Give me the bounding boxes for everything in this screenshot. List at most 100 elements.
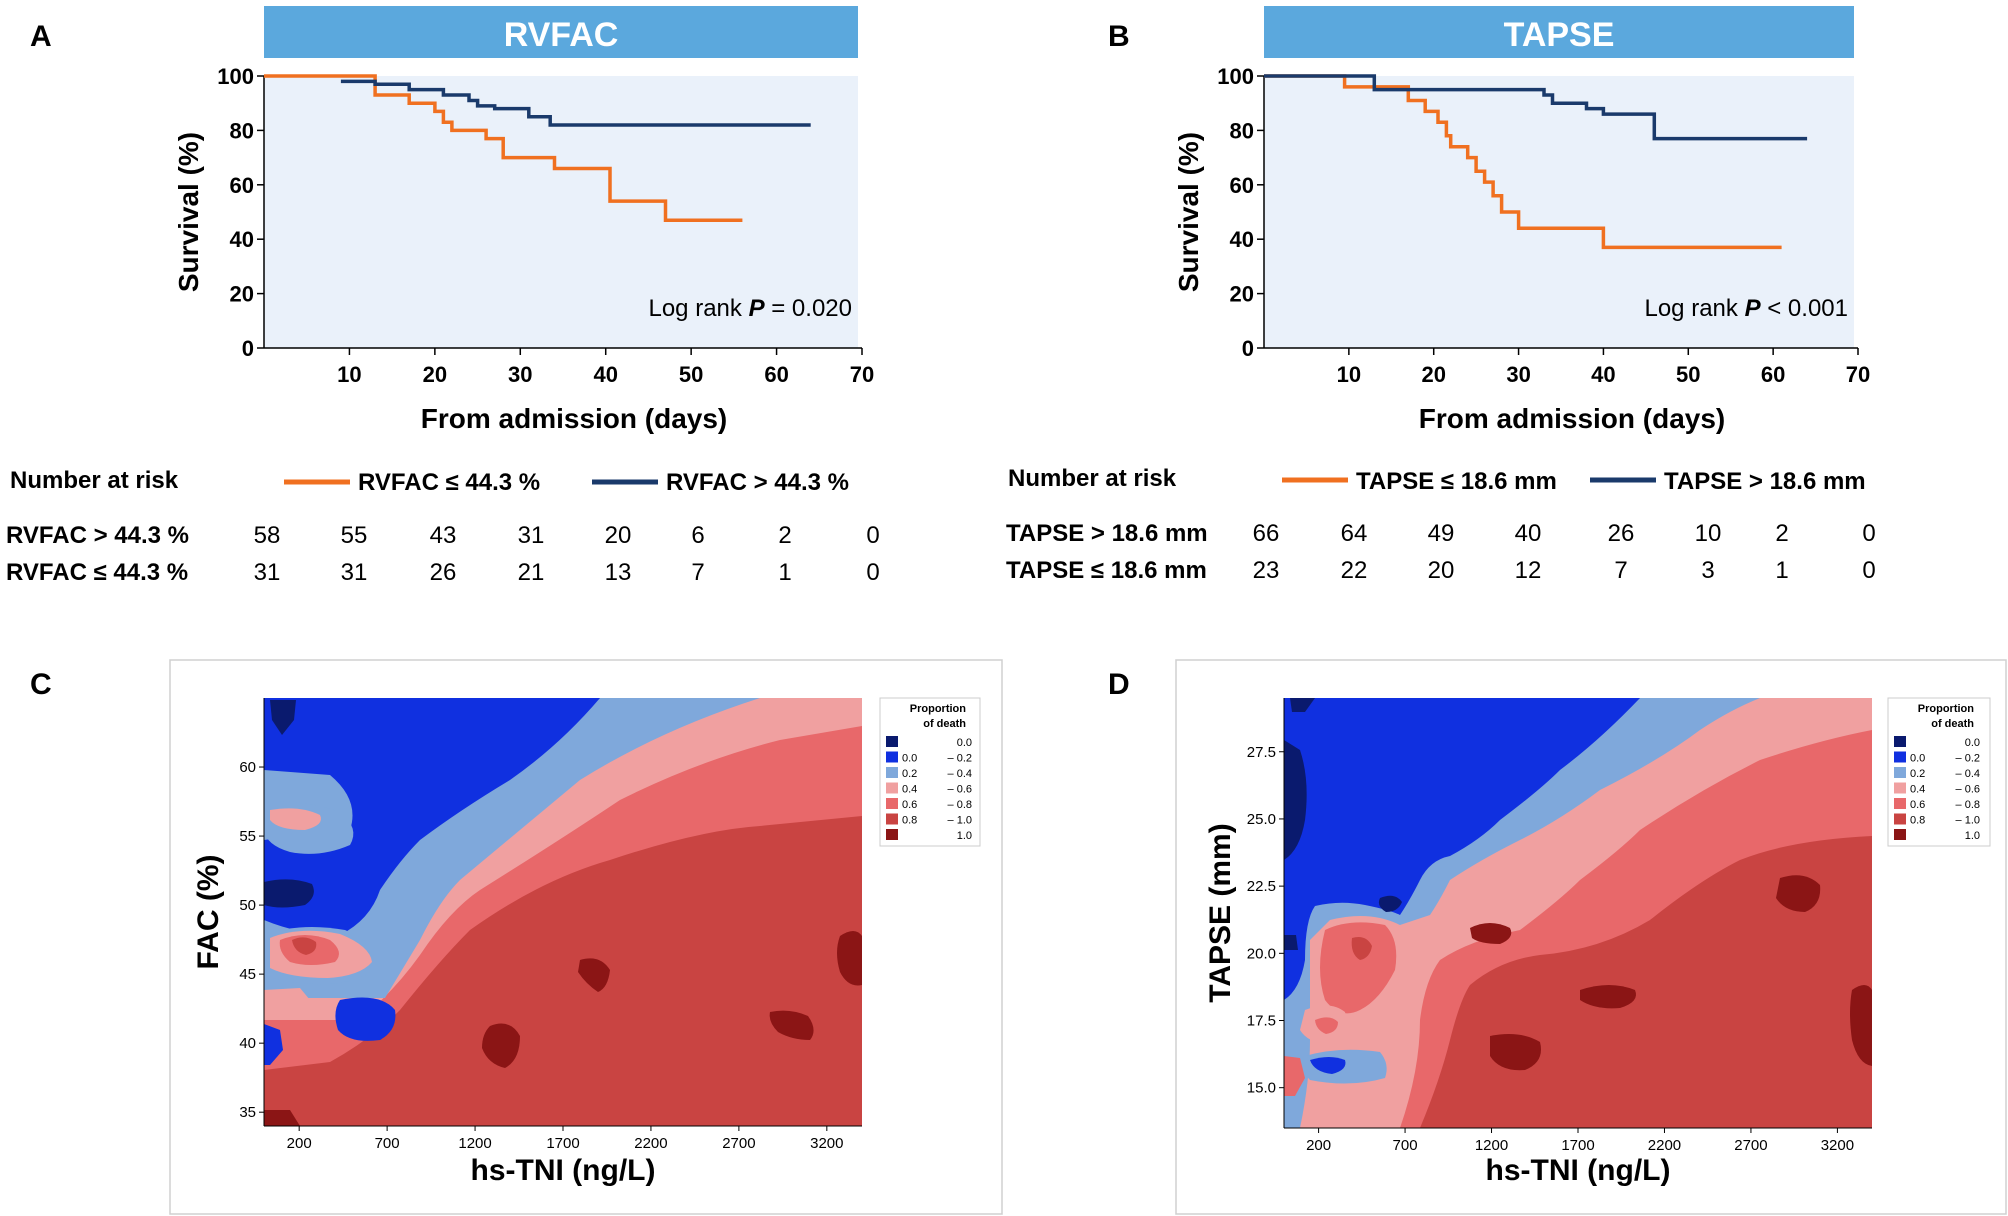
a-risk-value: 58	[254, 522, 281, 549]
c-legend-to: – 0.2	[948, 753, 972, 765]
contour-d-blob-red-2	[1315, 1017, 1338, 1034]
b-survival-curve-low	[1264, 74, 1782, 250]
b-risk-value: 64	[1341, 520, 1368, 547]
contour-c-blob-dark-8	[769, 1010, 814, 1040]
b-y-tick-label: 100	[1217, 64, 1254, 89]
panel-b-y-label: Survival (%)	[1173, 132, 1204, 292]
panel-d-frame	[1175, 659, 2007, 1215]
c-legend-to: – 1.0	[948, 815, 972, 827]
a-risk-value: 0	[866, 522, 879, 549]
d-legend-swatch	[1894, 798, 1906, 809]
a-x-tick-label: 30	[508, 362, 532, 387]
contour-d-blob-navy-3	[1378, 895, 1402, 912]
d-legend-to: – 0.4	[1956, 768, 1980, 780]
a-x-tick-label: 20	[423, 362, 447, 387]
d-x-tick-label: 1200	[1475, 1137, 1508, 1154]
contour-d-band-00	[1284, 698, 1640, 1000]
d-y-tick-label: 20.0	[1247, 945, 1276, 962]
contour-d-blob-dark-6	[1580, 985, 1636, 1009]
a-risk-value: 31	[518, 522, 545, 549]
c-legend-from: 0.0	[902, 753, 917, 765]
c-legend-swatch	[886, 798, 898, 809]
d-x-tick-label: 2200	[1648, 1137, 1681, 1154]
d-y-tick-label: 22.5	[1247, 878, 1276, 895]
contour-c-band-00	[264, 698, 600, 935]
panel-b-title-bar	[1264, 6, 1854, 58]
d-legend-swatch	[1894, 782, 1906, 794]
contour-d-blob-red-4	[1284, 1056, 1305, 1096]
a-y-tick-label: 40	[230, 227, 254, 252]
c-legend-to: 0.0	[957, 737, 972, 749]
a-risk-value: 31	[254, 559, 281, 586]
panel-d: D 15.017.520.022.525.027	[1108, 659, 2007, 1215]
a-risk-value: 1	[778, 559, 791, 586]
d-legend-to: – 1.0	[1956, 815, 1980, 827]
d-x-tick-label: 1700	[1561, 1137, 1594, 1154]
c-x-tick-label: 1700	[546, 1135, 579, 1152]
c-legend-swatch	[886, 829, 898, 840]
panel-b-x-label: From admission (days)	[1419, 403, 1726, 434]
contour-d-blob-dark-7	[1490, 1034, 1541, 1071]
b-risk-value: 2	[1775, 520, 1788, 547]
d-legend-swatch	[1894, 751, 1906, 763]
c-x-tick-label: 3200	[810, 1135, 843, 1152]
b-risk-value: 0	[1862, 557, 1875, 584]
panel-d-legend-title-1: Proportion	[1918, 703, 1974, 715]
c-x-tick-label: 200	[287, 1135, 312, 1152]
a-x-tick-label: 10	[337, 362, 361, 387]
panel-b-risk-row2-label: TAPSE ≤ 18.6 mm	[1006, 557, 1207, 584]
d-x-tick-label: 2700	[1734, 1137, 1767, 1154]
d-x-tick-label: 700	[1393, 1137, 1418, 1154]
a-x-tick-label: 60	[764, 362, 788, 387]
b-x-tick-label: 50	[1676, 362, 1700, 387]
c-x-tick-label: 700	[375, 1135, 400, 1152]
contour-c-blob-blue-4	[335, 997, 396, 1041]
panel-b-risk-row1-label: TAPSE > 18.6 mm	[1006, 520, 1208, 547]
c-legend-swatch	[886, 782, 898, 794]
panel-d-contour	[1284, 698, 1872, 1128]
contour-d-blob-navy-1	[1284, 740, 1307, 860]
a-risk-value: 2	[778, 522, 791, 549]
a-y-tick-label: 20	[230, 282, 254, 307]
d-legend-swatch	[1894, 829, 1906, 840]
a-risk-value: 43	[430, 522, 457, 549]
c-x-tick-label: 2700	[722, 1135, 755, 1152]
c-y-tick-label: 60	[239, 759, 256, 776]
b-x-tick-label: 70	[1846, 362, 1870, 387]
c-y-tick-label: 50	[239, 897, 256, 914]
b-y-tick-label: 80	[1230, 118, 1254, 143]
contour-c-blob-pink-3	[264, 988, 310, 1012]
b-survival-curve-high	[1264, 74, 1808, 141]
d-legend-from: 0.2	[1910, 768, 1925, 780]
d-legend-to: – 0.6	[1956, 784, 1980, 796]
c-legend-swatch	[886, 813, 898, 825]
d-y-tick-label: 15.0	[1247, 1080, 1276, 1097]
a-y-tick-label: 60	[230, 173, 254, 198]
a-survival-curve-high	[340, 79, 811, 127]
a-y-tick-label: 80	[230, 118, 254, 143]
c-legend-from: 0.4	[902, 784, 917, 796]
b-risk-value: 49	[1428, 520, 1455, 547]
b-risk-value: 3	[1701, 557, 1714, 584]
c-legend-from: 0.6	[902, 799, 917, 811]
a-x-tick-label: 50	[679, 362, 703, 387]
contour-d-blob-blue-3	[1310, 1057, 1346, 1074]
d-legend-to: – 0.8	[1956, 799, 1980, 811]
contour-d-blob-dark-9	[1850, 985, 1872, 1066]
contour-d-blob-navy-4	[1284, 935, 1298, 950]
d-x-tick-label: 200	[1306, 1137, 1331, 1154]
panel-a-logrank: Log rank P = 0.020	[648, 295, 852, 322]
d-legend-from: 0.8	[1910, 815, 1925, 827]
contour-c-blob-blue-3	[264, 1024, 283, 1065]
c-legend-from: 0.2	[902, 768, 917, 780]
panel-b-title: TAPSE	[1504, 16, 1615, 54]
panel-b-logrank: Log rank P < 0.001	[1644, 295, 1848, 322]
d-legend-from: 0.6	[1910, 799, 1925, 811]
b-y-tick-label: 20	[1230, 282, 1254, 307]
panel-a-title-bar	[264, 6, 858, 58]
b-x-tick-label: 40	[1591, 362, 1615, 387]
c-legend-from: 0.8	[902, 815, 917, 827]
a-risk-value: 0	[866, 559, 879, 586]
